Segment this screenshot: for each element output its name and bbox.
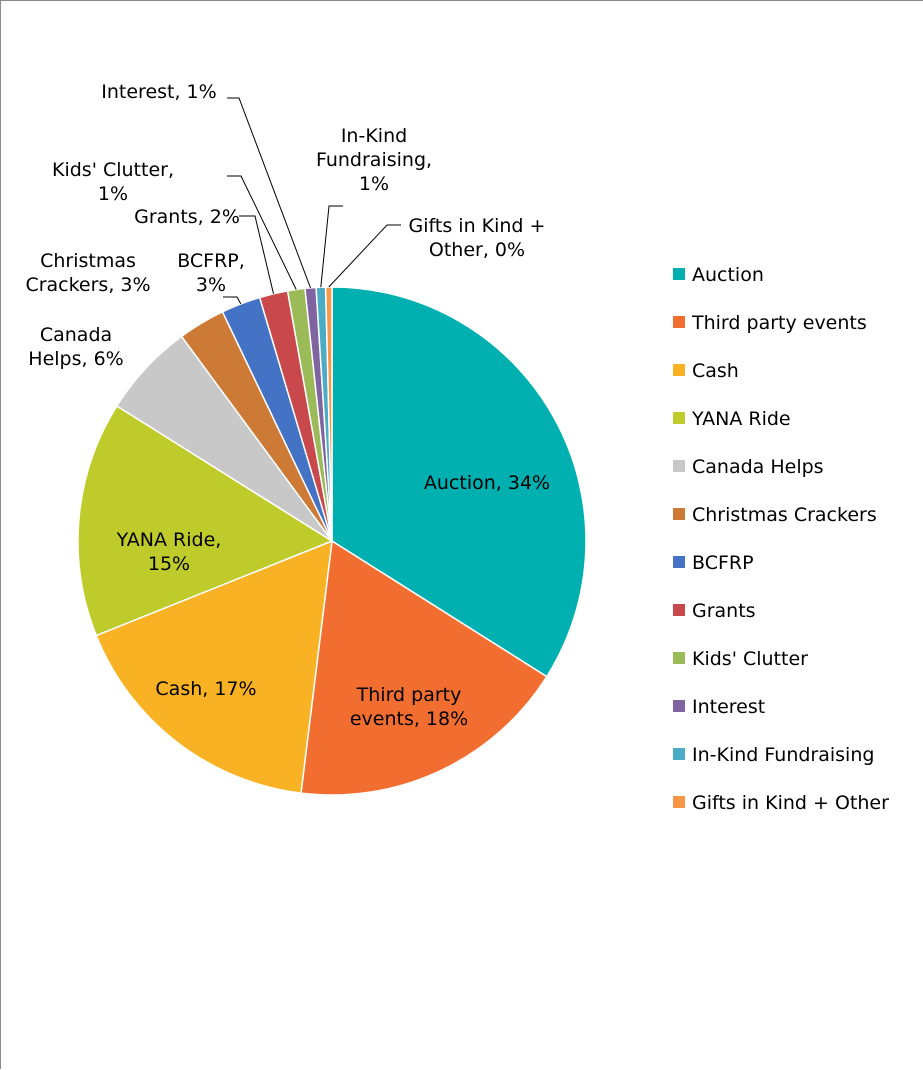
legend-swatch-interest bbox=[673, 700, 685, 712]
legend-label-cash: Cash bbox=[692, 360, 739, 382]
data-label-kids-clutter: Kids' Clutter, 1% bbox=[52, 159, 174, 205]
legend-label-in-kind-fundraising: In-Kind Fundraising bbox=[692, 744, 874, 766]
data-label-auction: Auction, 34% bbox=[424, 472, 550, 494]
data-label-third-party-events: Third party events, 18% bbox=[350, 684, 468, 730]
legend-label-interest: Interest bbox=[692, 696, 765, 718]
leader-line-bcfrp bbox=[223, 296, 242, 305]
legend-swatch-third-party-events bbox=[673, 316, 685, 328]
legend-swatch-auction bbox=[673, 268, 685, 280]
pie-slices bbox=[77, 286, 587, 796]
legend-label-auction: Auction bbox=[692, 264, 764, 286]
legend-swatch-canada-helps bbox=[673, 460, 685, 472]
data-label-yana-ride: YANA Ride, 15% bbox=[116, 529, 222, 575]
leader-line-in-kind-fundraising bbox=[320, 205, 343, 288]
legend-label-grants: Grants bbox=[692, 600, 756, 622]
slice-auction bbox=[331, 286, 587, 678]
leader-line-kids-clutter bbox=[227, 175, 297, 290]
legend-swatch-grants bbox=[673, 604, 685, 616]
leader-line-gifts-in-kind-other bbox=[328, 224, 401, 288]
legend-label-gifts-in-kind-other: Gifts in Kind + Other bbox=[692, 792, 889, 814]
legend-swatch-cash bbox=[673, 364, 685, 376]
data-label-grants: Grants, 2% bbox=[134, 206, 240, 228]
legend-label-bcfrp: BCFRP bbox=[692, 552, 754, 574]
legend-swatch-yana-ride bbox=[673, 412, 685, 424]
legend-label-kids-clutter: Kids' Clutter bbox=[692, 648, 808, 670]
leader-line-grants bbox=[239, 215, 274, 294]
data-label-gifts-in-kind-other: Gifts in Kind + Other, 0% bbox=[409, 215, 546, 261]
data-label-christmas-crackers: Christmas Crackers, 3% bbox=[25, 250, 150, 296]
data-label-bcfrp: BCFRP, 3% bbox=[177, 250, 245, 296]
leader-lines bbox=[223, 97, 401, 305]
data-label-interest: Interest, 1% bbox=[101, 81, 216, 103]
legend-label-third-party-events: Third party events bbox=[691, 312, 867, 334]
legend-swatch-in-kind-fundraising bbox=[673, 748, 685, 760]
legend: Auction Third party events Cash YANA Ride Ca… bbox=[673, 264, 889, 814]
legend-label-christmas-crackers: Christmas Crackers bbox=[692, 504, 877, 526]
slice-third-party-events bbox=[300, 539, 548, 796]
data-label-canada-helps: Canada Helps, 6% bbox=[28, 324, 123, 370]
legend-swatch-gifts-in-kind-other bbox=[673, 796, 685, 808]
leader-line-interest bbox=[227, 97, 311, 289]
legend-swatch-bcfrp bbox=[673, 556, 685, 568]
legend-swatch-kids-clutter bbox=[673, 652, 685, 664]
legend-label-canada-helps: Canada Helps bbox=[692, 456, 824, 478]
slice-cash bbox=[95, 539, 333, 794]
data-labels: Auction, 34% Third party events, 18% Cash, … bbox=[25, 81, 550, 730]
data-label-cash: Cash, 17% bbox=[155, 678, 256, 700]
slice-yana-ride bbox=[77, 404, 334, 637]
data-label-in-kind-fundraising: In-Kind Fundraising, 1% bbox=[316, 125, 432, 195]
legend-label-yana-ride: YANA Ride bbox=[691, 408, 791, 430]
slice-gifts-in-kind-other bbox=[324, 286, 333, 542]
legend-swatch-christmas-crackers bbox=[673, 508, 685, 520]
